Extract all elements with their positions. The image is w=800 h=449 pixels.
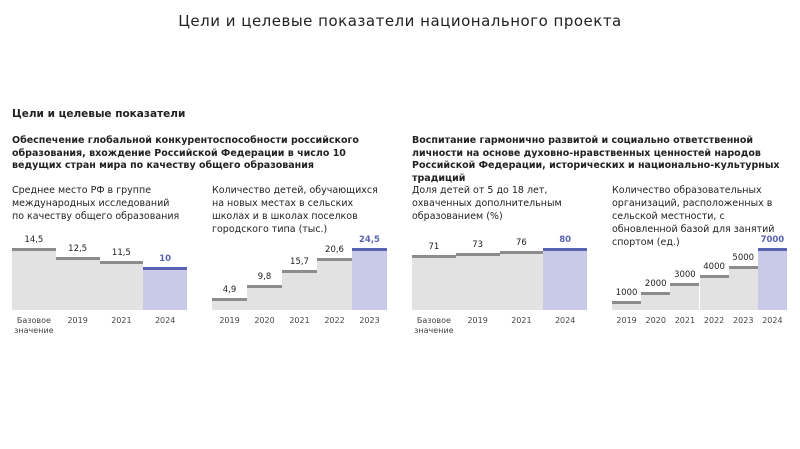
- chart-title: Доля детей от 5 до 18 лет, охваченных до…: [412, 185, 562, 222]
- x-tick-label: 2024: [154, 316, 176, 325]
- group-heading: Воспитание гармонично развитой и социаль…: [412, 135, 780, 184]
- value-label: 12,5: [68, 243, 88, 254]
- x-tick-label: 2019: [616, 316, 637, 325]
- value-label: 71: [428, 241, 440, 252]
- x-tick-label: 2020: [254, 316, 275, 325]
- x-tick-label: Базовое значение: [414, 316, 454, 335]
- section-title: Цели и целевые показатели: [12, 108, 186, 120]
- bar: [12, 248, 56, 310]
- value-label: 7000: [760, 235, 785, 245]
- x-tick-label: 2021: [289, 316, 310, 325]
- bar: [670, 283, 700, 310]
- group-heading: Обеспечение глобальной конкурентоспособн…: [12, 135, 359, 171]
- bar: [612, 301, 642, 310]
- bar: [212, 297, 247, 310]
- x-tick-label: 2021: [111, 316, 132, 325]
- value-label: 15,7: [290, 257, 309, 268]
- x-tick-label: 2021: [674, 316, 696, 325]
- chart-title: Среднее место РФ в группе международных …: [12, 185, 180, 222]
- value-label: 4,9: [222, 284, 237, 295]
- x-tick-label: 2022: [324, 316, 345, 325]
- page-title: Цели и целевые показатели национального …: [178, 12, 622, 30]
- value-label: 1000: [615, 288, 638, 299]
- x-tick-label: 2024: [554, 316, 576, 325]
- value-label: 73: [472, 240, 484, 251]
- x-tick-label: 2019: [219, 316, 240, 325]
- x-tick-label: 2023: [359, 316, 380, 325]
- value-label: 9,8: [257, 272, 272, 283]
- value-label: 20,6: [325, 244, 344, 255]
- bar: [55, 256, 100, 310]
- x-tick-label: Базовое значение: [14, 316, 54, 335]
- value-label: 11,5: [111, 247, 131, 258]
- chart-title: Количество образовательных организаций, …: [612, 185, 775, 248]
- chart-title: Количество детей, обучающихся на новых м…: [212, 185, 378, 235]
- value-label: 24,5: [359, 235, 380, 245]
- x-tick-label: 2024: [762, 316, 783, 325]
- value-label: 2000: [644, 279, 667, 290]
- bar: [352, 248, 387, 310]
- x-tick-label: 2023: [733, 316, 754, 325]
- x-tick-label: 2019: [67, 316, 88, 325]
- bar: [543, 248, 587, 310]
- bar: [317, 257, 352, 310]
- value-label: 3000: [674, 270, 696, 281]
- bar: [641, 292, 671, 310]
- bar: [699, 274, 729, 310]
- bar: [247, 285, 282, 310]
- value-label: 4000: [703, 261, 725, 272]
- bar: [757, 248, 787, 310]
- bar: [282, 270, 317, 310]
- bar: [143, 267, 187, 310]
- value-label: 5000: [732, 252, 755, 263]
- value-label: 14,5: [24, 235, 44, 245]
- x-tick-label: 2022: [703, 316, 725, 325]
- value-label: 80: [559, 235, 572, 245]
- bar: [499, 251, 544, 310]
- x-tick-label: 2020: [645, 316, 666, 325]
- bar: [728, 265, 758, 310]
- bar: [455, 253, 500, 310]
- x-tick-label: 2021: [511, 316, 532, 325]
- value-label: 76: [515, 238, 527, 249]
- bar: [99, 260, 144, 310]
- x-tick-label: 2019: [467, 316, 488, 325]
- bar: [412, 254, 456, 310]
- value-label: 10: [159, 254, 172, 265]
